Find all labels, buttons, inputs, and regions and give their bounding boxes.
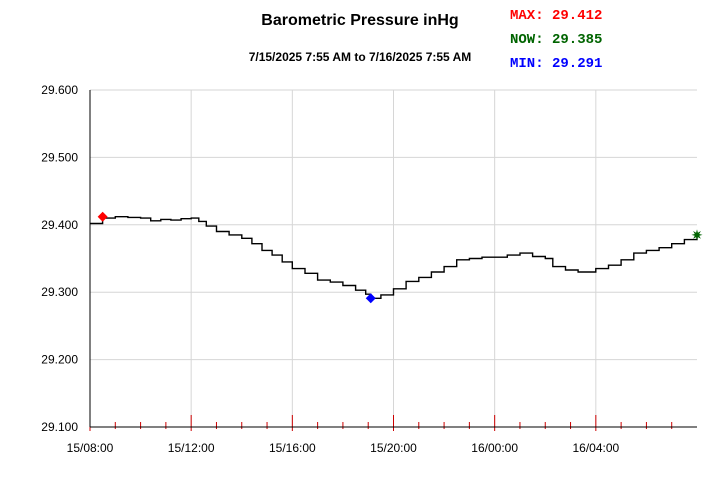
y-tick-label: 29.500 — [41, 150, 78, 164]
y-tick-label: 29.600 — [41, 83, 78, 97]
x-tick-label: 15/16:00 — [269, 441, 316, 455]
max-marker — [97, 211, 108, 222]
now-marker — [691, 229, 703, 241]
min-marker — [365, 293, 376, 304]
y-tick-label: 29.200 — [41, 353, 78, 367]
x-tick-label: 16/04:00 — [572, 441, 619, 455]
y-tick-label: 29.400 — [41, 218, 78, 232]
now-readout: NOW: 29.385 — [510, 32, 603, 48]
y-tick-label: 29.100 — [41, 420, 78, 434]
x-tick-label: 15/20:00 — [370, 441, 417, 455]
chart-subtitle: 7/15/2025 7:55 AM to 7/16/2025 7:55 AM — [248, 50, 472, 64]
min-readout: MIN: 29.291 — [510, 56, 603, 72]
x-tick-label: 15/12:00 — [168, 441, 215, 455]
chart-title: Barometric Pressure inHg — [261, 12, 459, 29]
y-tick-label: 29.300 — [41, 285, 78, 299]
x-tick-label: 15/08:00 — [67, 441, 114, 455]
x-tick-label: 16/00:00 — [471, 441, 518, 455]
max-readout: MAX: 29.412 — [510, 8, 603, 24]
